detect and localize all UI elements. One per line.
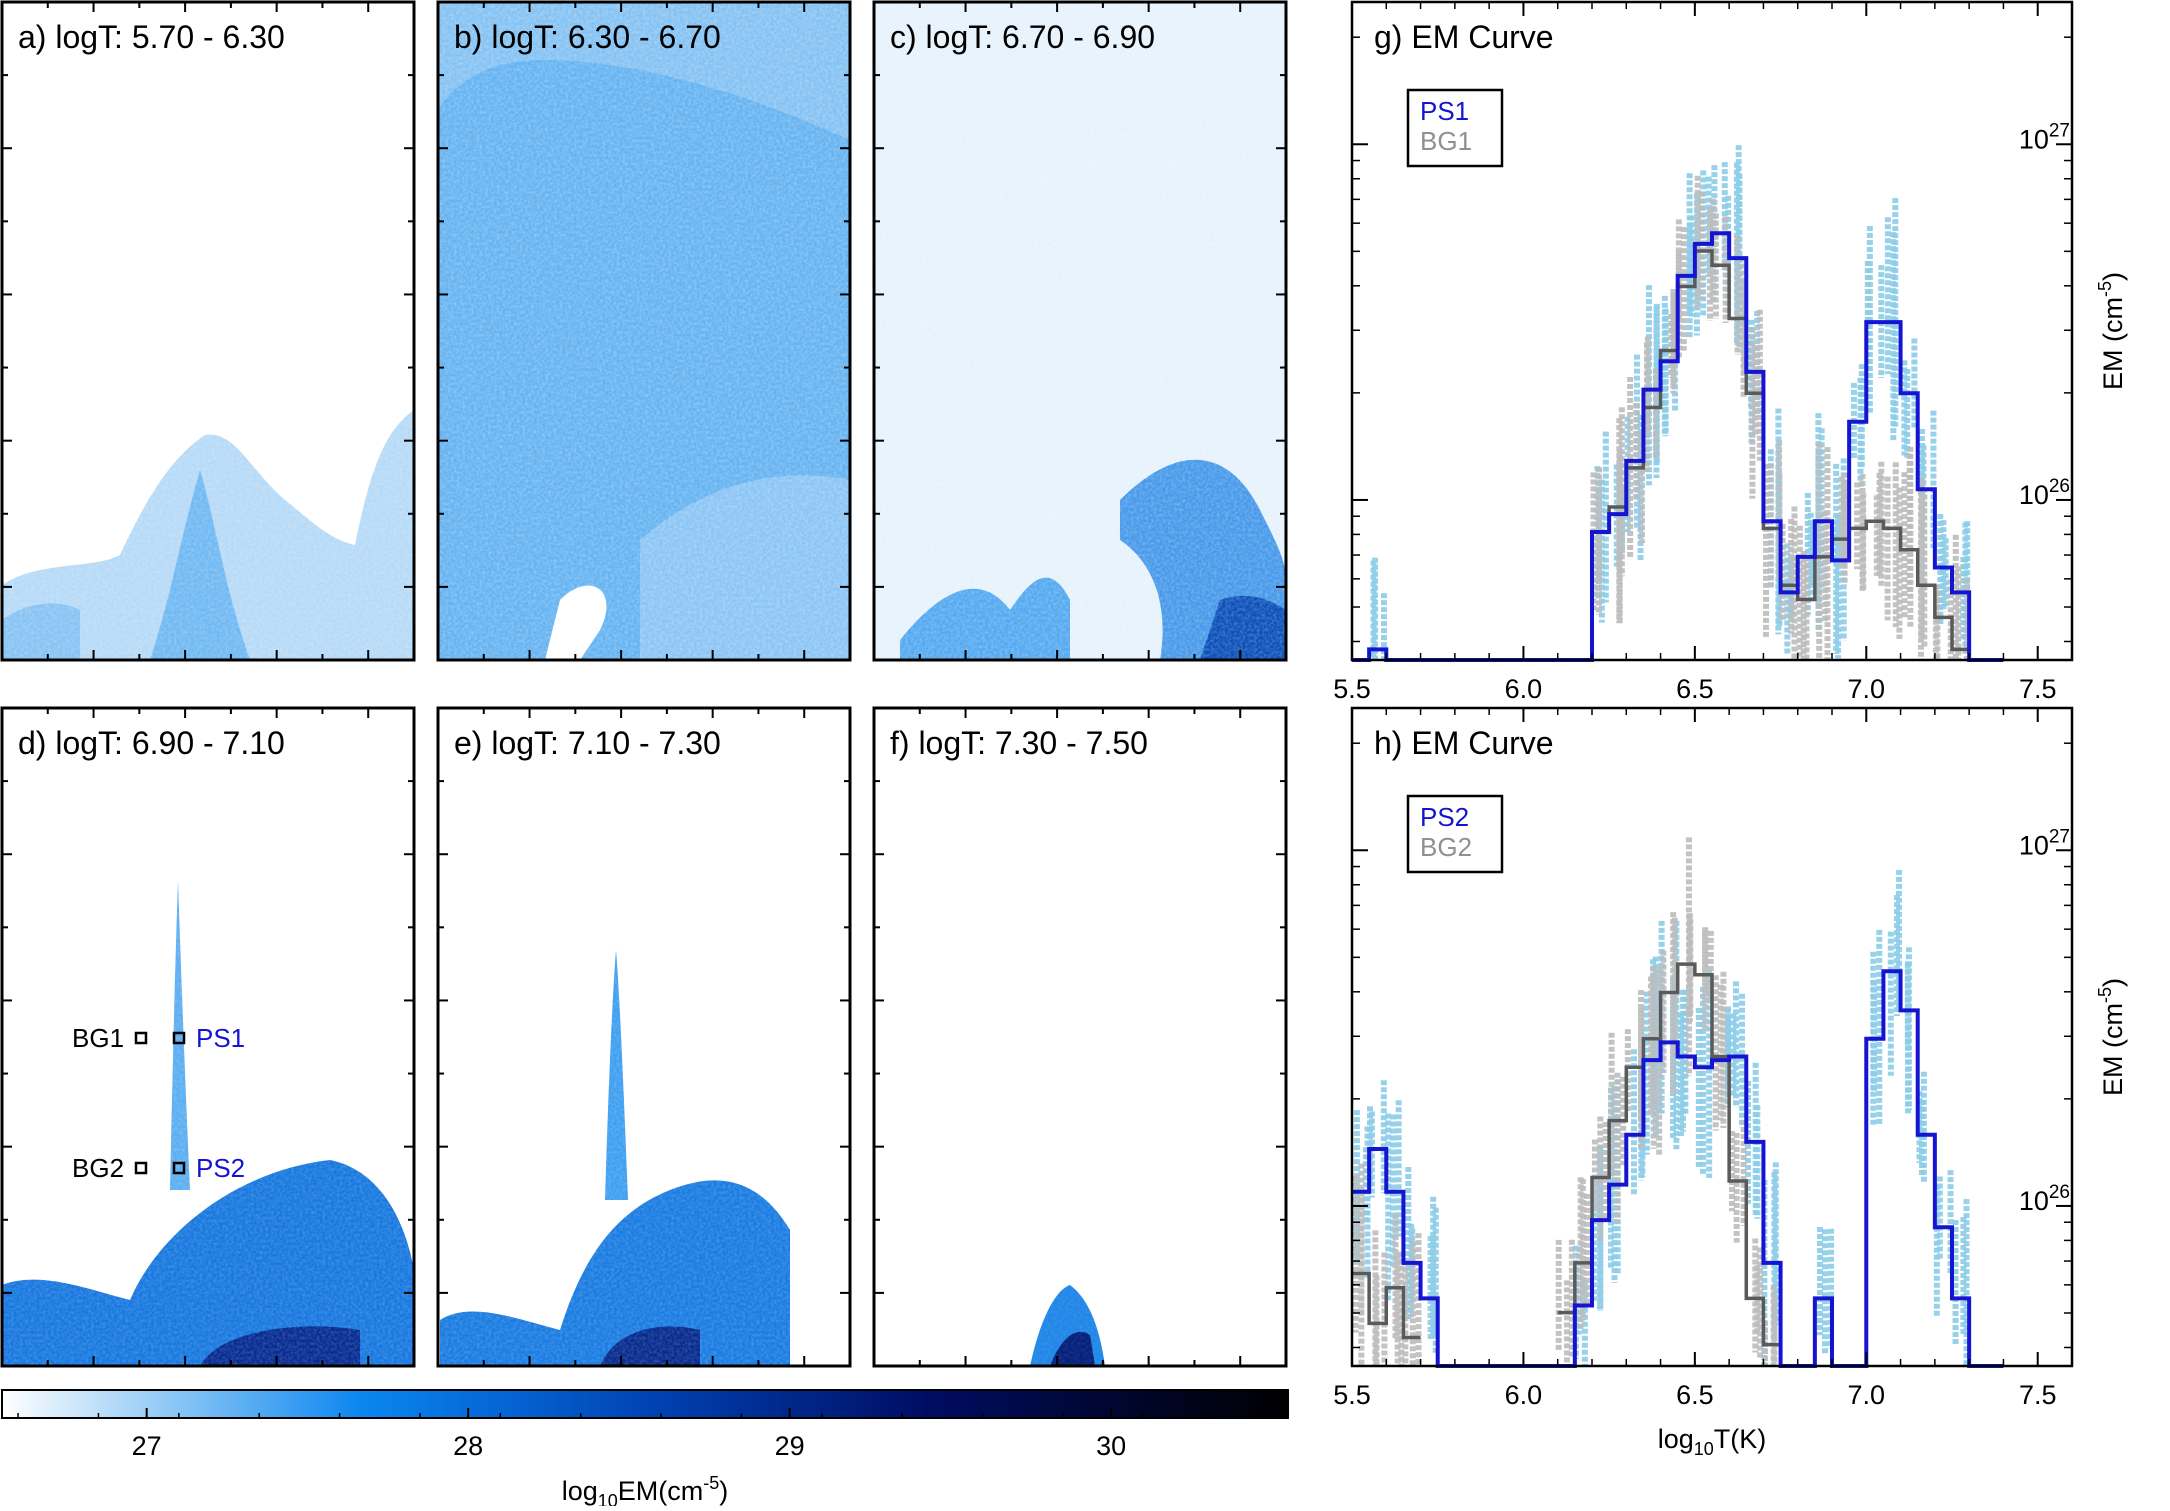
bg1-marker	[134, 1031, 148, 1045]
legend-box	[1406, 88, 1504, 168]
ps2-marker	[172, 1161, 186, 1175]
map-panel-b: b) logT: 6.30 - 6.70	[436, 0, 852, 662]
panel-frame	[436, 706, 852, 1368]
bg2-label: BG2	[72, 1153, 124, 1183]
ps1-label: PS1	[196, 1023, 245, 1053]
legend-box	[1406, 794, 1504, 874]
colorbar: 27 28 29 30 log10EM(cm-5)	[1, 1389, 1289, 1511]
x-tick-label: 7.5	[2019, 674, 2057, 704]
x-axis-label: log10T(K)	[1658, 1424, 1767, 1459]
bg1-label: BG1	[72, 1023, 124, 1053]
legend-entry-ps1: PS1	[1420, 96, 1469, 126]
panel-frame	[872, 0, 1288, 662]
panel-title: a) logT: 5.70 - 6.30	[18, 19, 285, 55]
uncertainty-cloud	[1352, 837, 1970, 1366]
x-tick-label: 6.5	[1676, 674, 1714, 704]
uncertainty-cloud	[1370, 145, 1971, 660]
x-tick-label: 6.0	[1505, 1380, 1543, 1410]
map-panel-d: d) logT: 6.90 - 7.10 BG1 PS1 BG2 PS2	[0, 706, 416, 1368]
map-panel-e: e) logT: 7.10 - 7.30	[436, 706, 852, 1368]
map-panel-f: f) logT: 7.30 - 7.50	[872, 706, 1288, 1368]
colorbar-tick-label: 28	[453, 1431, 483, 1461]
x-tick-label: 6.0	[1505, 674, 1543, 704]
noise-texture	[2, 708, 414, 1366]
ps1-marker	[172, 1031, 186, 1045]
x-tick-label: 5.5	[1333, 1380, 1371, 1410]
y-tick-label: 1026	[2019, 1182, 2070, 1216]
em-curve-chart-h: 5.5 6.0 6.5 7.0 7.5 1026 1027 h) EM Curve PS2BG2…	[1333, 706, 2128, 1459]
colorbar-tick-label: 30	[1096, 1431, 1126, 1461]
x-tick-label: 6.5	[1676, 1380, 1714, 1410]
legend-entry-bg2: BG2	[1420, 832, 1472, 862]
map-panel-c: c) logT: 6.70 - 6.90	[872, 0, 1288, 662]
colorbar-tick-label: 29	[775, 1431, 805, 1461]
colorbar-label: log10EM(cm-5)	[562, 1473, 729, 1506]
panel-title: e) logT: 7.10 - 7.30	[454, 725, 721, 761]
noise-texture	[2, 2, 414, 660]
y-axis-label: EM (cm-5)	[2095, 978, 2128, 1096]
chart-title: h) EM Curve	[1374, 725, 1554, 761]
panel-frame	[872, 706, 1288, 1368]
ps2-label: PS2	[196, 1153, 245, 1183]
y-axis-label: EM (cm-5)	[2095, 272, 2128, 390]
panel-frame	[0, 706, 416, 1368]
series-line-bg2	[1352, 962, 1781, 1347]
map-panel-a: a) logT: 5.70 - 6.30	[0, 0, 416, 662]
x-tick-label: 5.5	[1333, 674, 1371, 704]
noise-texture	[874, 708, 1286, 1366]
panel-title: f) logT: 7.30 - 7.50	[890, 725, 1148, 761]
panel-frame	[0, 0, 416, 662]
bg2-marker	[134, 1161, 148, 1175]
y-tick-label: 1027	[2019, 826, 2070, 860]
plot-frame	[1350, 706, 2074, 1368]
noise-texture	[874, 2, 1286, 660]
x-tick-label: 7.0	[1848, 674, 1886, 704]
noise-texture	[438, 2, 850, 660]
x-tick-label: 7.5	[2019, 1380, 2057, 1410]
panel-frame	[436, 0, 852, 662]
y-tick-label: 1027	[2019, 120, 2070, 154]
colorbar-tick-label: 27	[132, 1431, 162, 1461]
y-tick-label: 1026	[2019, 476, 2070, 510]
plot-frame	[1350, 0, 2074, 662]
legend-entry-ps2: PS2	[1420, 802, 1469, 832]
em-curve-chart-g: 5.5 6.0 6.5 7.0 7.5 1026 1027 g) EM Curve PS1BG1…	[1333, 0, 2128, 704]
panel-title: d) logT: 6.90 - 7.10	[18, 725, 285, 761]
x-tick-label: 7.0	[1848, 1380, 1886, 1410]
map-axis-ticks	[2, 2, 1286, 1366]
panel-title: c) logT: 6.70 - 6.90	[890, 19, 1155, 55]
colorbar-gradient	[1, 1389, 1289, 1419]
legend-entry-bg1: BG1	[1420, 126, 1472, 156]
noise-texture	[438, 708, 850, 1366]
panel-title: b) logT: 6.30 - 6.70	[454, 19, 721, 55]
chart-title: g) EM Curve	[1374, 19, 1554, 55]
